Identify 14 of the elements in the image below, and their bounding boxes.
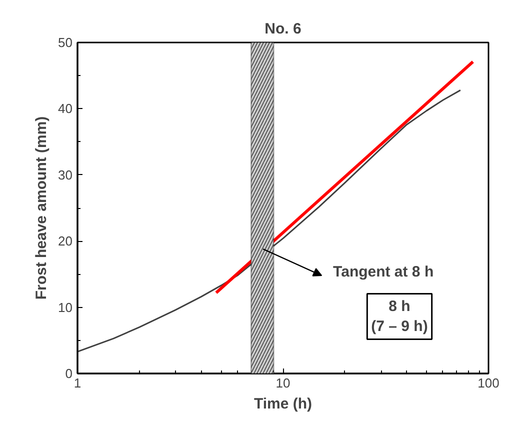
- y-tick-label: 50: [58, 35, 73, 50]
- x-axis-title: Time (h): [254, 396, 312, 412]
- y-tick-label: 10: [58, 300, 73, 315]
- chart-title: No. 6: [264, 20, 302, 38]
- x-tick-label: 1: [74, 376, 82, 390]
- y-tick-label: 40: [58, 101, 73, 116]
- y-axis-title: Frost heave amount (mm): [33, 116, 50, 300]
- y-tick-label: 0: [65, 366, 73, 381]
- annotation: Tangent at 8 h: [333, 264, 434, 281]
- x-tick-label: 10: [276, 376, 290, 390]
- x-tick-label: 100: [478, 376, 500, 390]
- y-tick-label: 20: [58, 234, 73, 249]
- annotation: 8 h (7 – 9 h): [371, 298, 428, 336]
- y-tick-label: 30: [58, 167, 73, 182]
